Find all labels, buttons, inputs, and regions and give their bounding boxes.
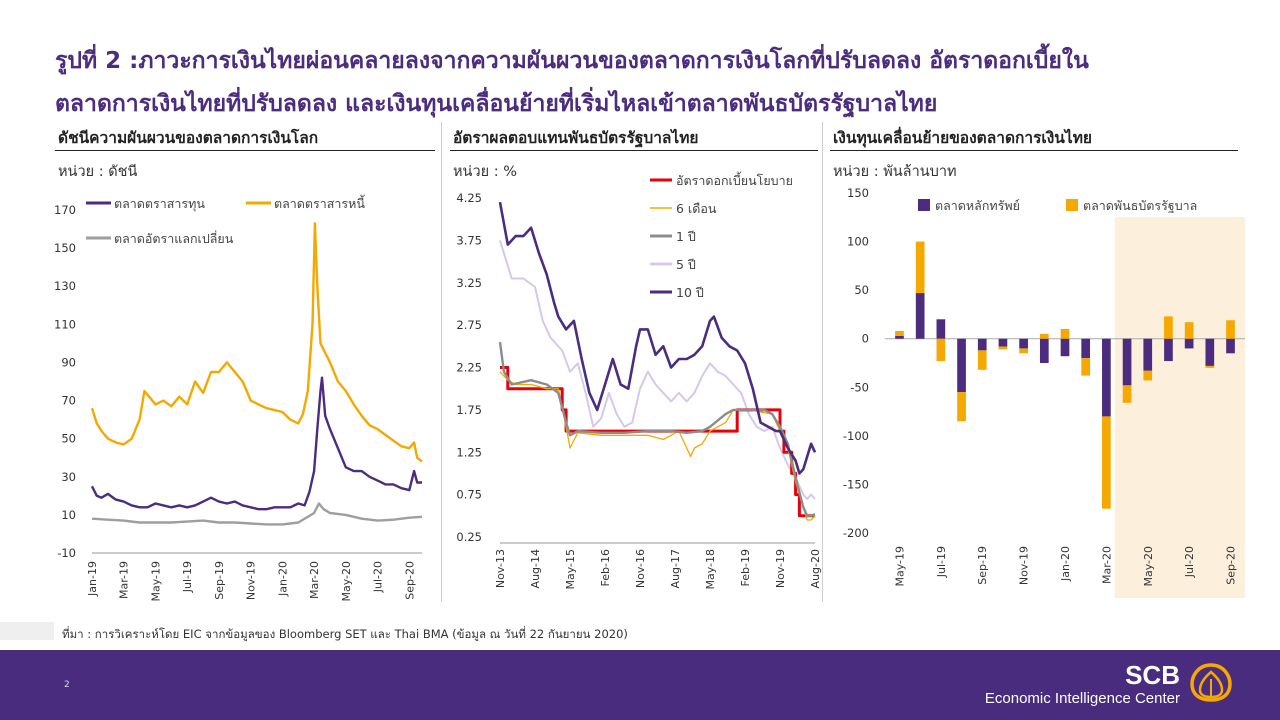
brand: SCB Economic Intelligence Center [985,660,1180,708]
series-line [90,376,422,511]
panel3-title: เงินทุนเคลื่อนย้ายของตลาดการเงินไทย [833,129,1092,147]
panel2-rule [450,150,818,151]
panel2-unit: หน่วย : % [453,164,517,180]
page-number: 2 [64,680,70,690]
source-marker [0,622,54,640]
x-tick-label: Mar-20 [308,561,321,599]
slide-title-line2: ตลาดการเงินไทยที่ปรับลดลง และเงินทุนเคลื… [55,91,938,117]
x-tick-label: Jul-20 [372,561,385,593]
x-tick-label: Jan-19 [86,561,99,597]
scb-logo-icon [1190,663,1232,702]
panel1-unit: หน่วย : ดัชนี [58,164,138,180]
y-tick-label: -10 [57,546,76,560]
legend-label: ตลาดอัตราแลกเปลี่ยน [114,230,234,246]
x-tick-label: May-19 [149,561,162,602]
slide-title: รูปที่ 2 :ภาวะการเงินไทยผ่อนคลายลงจากควา… [55,40,1235,126]
panel-divider [441,122,442,602]
panel3-unit: หน่วย : พันล้านบาท [833,164,957,180]
source-note: ที่มา : การวิเคราะห์โดย EIC จากข้อมูลของ… [62,627,628,641]
panel-divider [822,122,823,602]
brand-name: SCB [1125,660,1180,690]
slide-title-line1: รูปที่ 2 :ภาวะการเงินไทยผ่อนคลายลงจากควา… [55,48,1089,74]
panel1-rule [55,150,435,151]
x-tick-label: Jul-19 [181,561,194,593]
panel3-rule [830,150,1238,151]
y-tick-label: 50 [61,432,76,446]
x-tick-label: Nov-19 [245,561,258,600]
x-tick-label: Mar-19 [118,561,131,599]
legend-label: ตลาดตราสารทุน [114,196,205,212]
series-line [90,222,423,463]
footer-bar [0,650,1280,720]
y-tick-label: 150 [54,241,76,255]
panel1-title: ดัชนีความผันผวนของตลาดการเงินโลก [58,129,319,147]
legend-label: ตลาดตราสารหนี้ [274,194,365,211]
y-tick-label: 110 [54,317,76,331]
y-tick-label: 130 [54,279,76,293]
y-tick-label: 30 [61,470,76,484]
x-tick-label: Sep-19 [213,561,226,600]
series-line [91,502,423,526]
x-tick-label: Jan-20 [276,561,289,597]
y-tick-label: 170 [54,203,76,217]
y-tick-label: 70 [61,394,76,408]
x-tick-label: Sep-20 [403,561,416,600]
panel2-title: อัตราผลตอบแทนพันธบัตรรัฐบาลไทย [453,129,699,147]
x-tick-label: May-20 [340,561,353,602]
y-tick-label: 10 [61,508,76,522]
brand-subtitle: Economic Intelligence Center [984,690,1180,707]
y-tick-label: 90 [61,355,76,369]
